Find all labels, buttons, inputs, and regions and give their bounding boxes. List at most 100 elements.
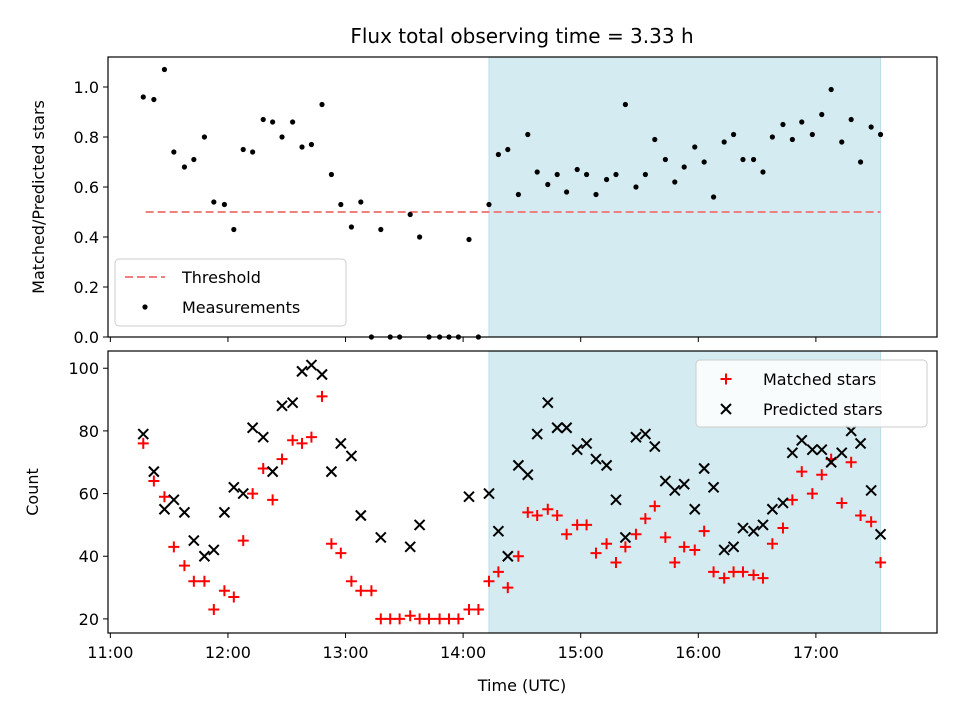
measurement-point: [828, 86, 834, 93]
measurement-point: [319, 101, 325, 108]
measurement-point: [358, 199, 364, 205]
legend: Threshold Measurements: [114, 258, 347, 327]
measurement-point: [328, 171, 335, 178]
matched-point: [257, 463, 269, 474]
predicted-point: [296, 365, 308, 378]
legend-label: Matched stars: [763, 370, 876, 389]
measurement-point: [299, 144, 305, 150]
measurement-point: [662, 156, 668, 163]
predicted-point: [747, 525, 760, 537]
matched-point: [228, 591, 240, 603]
measurement-point: [417, 234, 423, 240]
measurement-point: [486, 201, 492, 208]
predicted-point: [325, 465, 338, 478]
measurement-point: [681, 164, 687, 170]
predicted-point: [542, 396, 554, 409]
matched-point: [267, 494, 279, 506]
predicted-point: [600, 459, 613, 472]
predicted-point: [483, 487, 495, 500]
predicted-point: [502, 550, 514, 562]
y-tick-label: 0.2: [74, 278, 99, 297]
predicted-point: [257, 431, 269, 443]
measurement-point: [809, 131, 815, 138]
matched-point: [404, 610, 416, 622]
matched-point: [483, 575, 495, 587]
matched-point: [472, 604, 484, 615]
predicted-point: [218, 506, 231, 519]
measurement-point: [789, 136, 795, 143]
y-tick-label: 100: [68, 359, 99, 378]
matched-point: [394, 613, 406, 625]
measurement-point: [495, 151, 501, 158]
predicted-point: [148, 465, 160, 478]
measurement-point: [240, 146, 246, 153]
predicted-point: [698, 462, 710, 475]
predicted-point: [639, 428, 652, 440]
measurement-point: [378, 226, 384, 233]
matched-point: [875, 557, 887, 568]
predicted-point: [825, 456, 837, 468]
matched-point: [649, 500, 661, 512]
matched-point: [590, 547, 602, 559]
measurement-point: [348, 224, 355, 230]
measurement-point: [603, 176, 610, 183]
matched-point: [168, 541, 180, 553]
x-tick-label: 16:00: [675, 643, 721, 662]
predicted-point: [137, 428, 149, 440]
matched-point: [757, 572, 769, 584]
matched-point: [296, 437, 308, 449]
x-tick-label: 15:00: [558, 643, 604, 662]
matched-point: [355, 585, 367, 597]
measurement-point: [868, 124, 874, 130]
measurement-point: [819, 111, 825, 118]
measurement-point: [201, 134, 208, 140]
matched-point: [414, 613, 426, 625]
matched-point: [610, 557, 622, 568]
measurement-point: [171, 149, 177, 155]
matched-point: [218, 585, 230, 597]
measurement-point: [780, 121, 786, 128]
matched-point: [365, 585, 377, 597]
predicted-point: [707, 481, 720, 494]
predicted-point: [689, 503, 701, 515]
x-axis-label: Time (UTC): [477, 676, 566, 695]
legend-label: Measurements: [182, 298, 300, 317]
predicted-point: [757, 519, 769, 531]
matched-point: [434, 613, 446, 625]
x-tick-label: 17:00: [793, 643, 839, 662]
matched-point: [630, 528, 642, 540]
predicted-point: [492, 525, 505, 537]
legend-box: [114, 258, 347, 327]
predicted-point: [590, 453, 602, 465]
matched-point: [325, 538, 337, 550]
legend-label: Threshold: [181, 268, 261, 287]
predicted-point: [630, 431, 642, 443]
predicted-point: [463, 490, 475, 503]
matched-point: [678, 541, 690, 553]
plot-frame: [107, 56, 938, 338]
measurement-point: [534, 169, 540, 175]
matched-point: [816, 469, 828, 481]
y-tick-label: 1.0: [74, 78, 99, 97]
predicted-point: [198, 550, 211, 562]
matched-point: [345, 575, 357, 587]
predicted-point: [571, 443, 583, 456]
legend-label: Predicted stars: [763, 400, 883, 419]
predicted-point: [786, 447, 799, 459]
y-axis-label: Matched/Predicted stars: [29, 100, 48, 294]
matched-point: [137, 437, 149, 449]
predicted-point: [266, 465, 279, 478]
matched-point: [247, 488, 259, 500]
x-tick-label: 13:00: [322, 643, 368, 662]
predicted-point: [355, 509, 367, 522]
predicted-point: [316, 368, 328, 381]
measurement-point: [583, 171, 590, 178]
matched-point: [748, 569, 760, 581]
measurement-point: [338, 201, 344, 208]
matched-point: [728, 566, 740, 578]
matched-point: [689, 544, 701, 556]
predicted-point: [188, 534, 200, 547]
predicted-point: [551, 422, 563, 434]
measurement-point: [769, 134, 775, 140]
measurement-point: [721, 139, 727, 145]
